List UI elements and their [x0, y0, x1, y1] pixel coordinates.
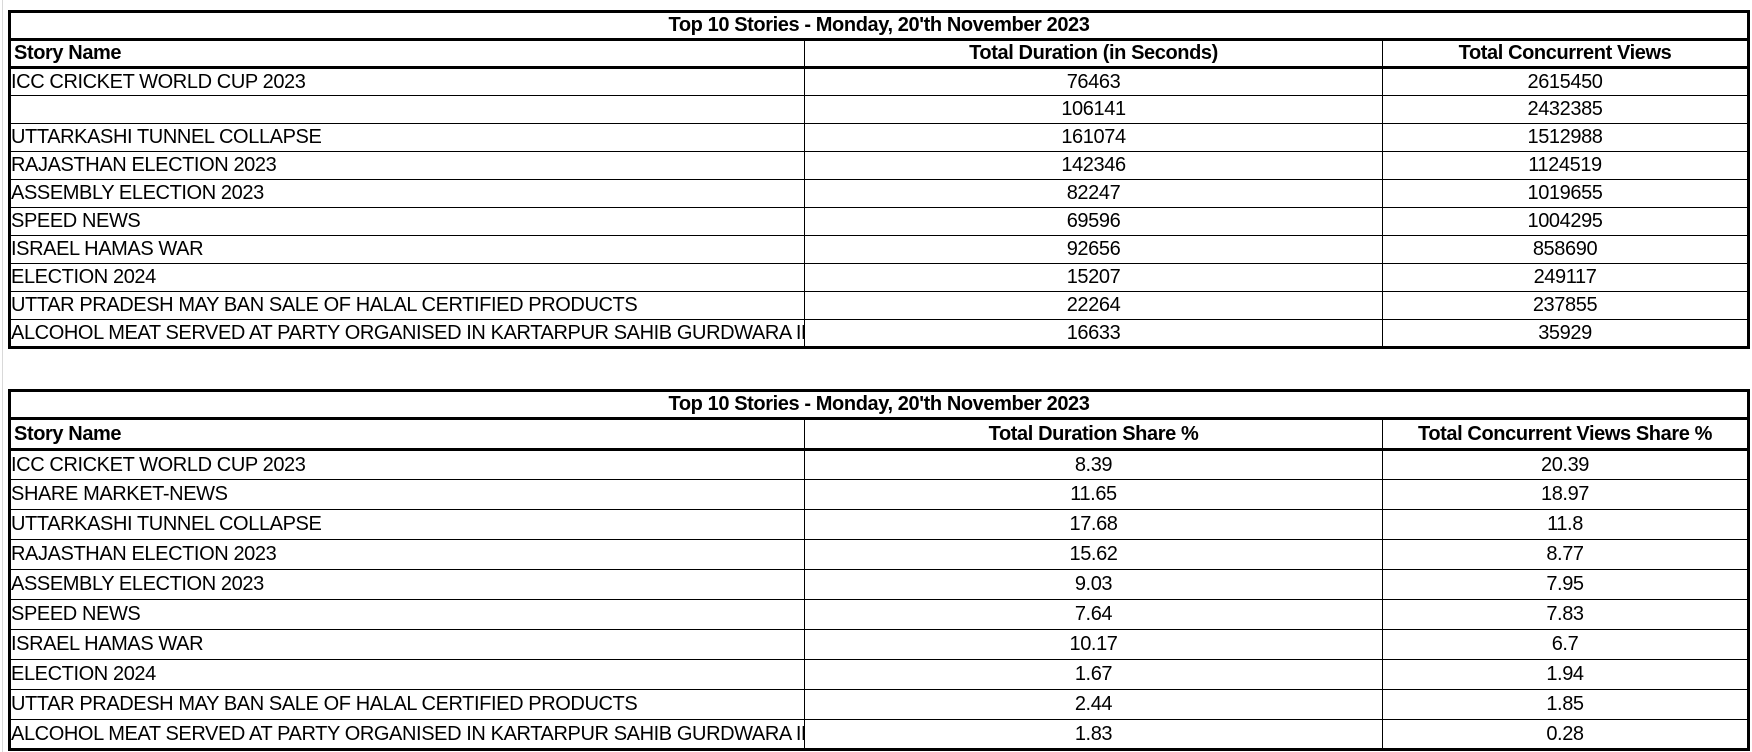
table-row: UTTAR PRADESH MAY BAN SALE OF HALAL CERT… [9, 291, 1749, 320]
col-header-story-name: Story Name [9, 418, 805, 451]
table-row: 106141 2432385 [9, 95, 1749, 124]
duration-cell: 92656 [804, 235, 1383, 264]
duration-share-cell: 9.03 [804, 569, 1383, 600]
views-share-cell: 7.83 [1382, 599, 1749, 630]
story-name-cell: RAJASTHAN ELECTION 2023 [9, 151, 805, 180]
duration-share-cell: 15.62 [804, 539, 1383, 570]
duration-share-cell: 2.44 [804, 689, 1383, 720]
col-header-total-concurrent-views: Total Concurrent Views [1382, 39, 1749, 69]
story-name-cell: ISRAEL HAMAS WAR [9, 235, 805, 264]
views-share-cell: 8.77 [1382, 539, 1749, 570]
duration-cell: 22264 [804, 291, 1383, 320]
views-cell: 35929 [1382, 319, 1749, 348]
views-share-cell: 6.7 [1382, 629, 1749, 660]
duration-share-cell: 8.39 [804, 449, 1383, 480]
story-name-cell [9, 95, 805, 124]
views-cell: 1124519 [1382, 151, 1749, 180]
table-row: ELECTION 2024 1.67 1.94 [9, 659, 1749, 690]
duration-share-cell: 1.67 [804, 659, 1383, 690]
table-title: Top 10 Stories - Monday, 20'th November … [9, 390, 1749, 420]
duration-cell: 76463 [804, 67, 1383, 96]
table-title-row: Top 10 Stories - Monday, 20'th November … [9, 11, 1749, 41]
table-row: RAJASTHAN ELECTION 2023 15.62 8.77 [9, 539, 1749, 570]
views-cell: 858690 [1382, 235, 1749, 264]
story-name-cell: ICC CRICKET WORLD CUP 2023 [9, 67, 805, 96]
table-row: ISRAEL HAMAS WAR 92656 858690 [9, 235, 1749, 264]
col-header-total-concurrent-views-share: Total Concurrent Views Share % [1382, 418, 1749, 451]
views-cell: 1512988 [1382, 123, 1749, 152]
views-cell: 2432385 [1382, 95, 1749, 124]
views-share-cell: 0.28 [1382, 719, 1749, 750]
table-row: ALCOHOL MEAT SERVED AT PARTY ORGANISED I… [9, 319, 1749, 348]
duration-share-cell: 1.83 [804, 719, 1383, 750]
table-row: ISRAEL HAMAS WAR 10.17 6.7 [9, 629, 1749, 660]
story-name-cell: UTTARKASHI TUNNEL COLLAPSE [9, 509, 805, 540]
views-share-cell: 11.8 [1382, 509, 1749, 540]
table-row: UTTAR PRADESH MAY BAN SALE OF HALAL CERT… [9, 689, 1749, 720]
story-name-cell: UTTARKASHI TUNNEL COLLAPSE [9, 123, 805, 152]
story-name-cell: ELECTION 2024 [9, 659, 805, 690]
duration-share-cell: 7.64 [804, 599, 1383, 630]
story-name-cell: ALCOHOL MEAT SERVED AT PARTY ORGANISED I… [9, 319, 805, 348]
table-title-row: Top 10 Stories - Monday, 20'th November … [9, 390, 1749, 420]
col-header-story-name: Story Name [9, 39, 805, 69]
duration-cell: 16633 [804, 319, 1383, 348]
duration-share-cell: 11.65 [804, 479, 1383, 510]
table-row: UTTARKASHI TUNNEL COLLAPSE 161074 151298… [9, 123, 1749, 152]
story-name-cell: UTTAR PRADESH MAY BAN SALE OF HALAL CERT… [9, 291, 805, 320]
table-row: ELECTION 2024 15207 249117 [9, 263, 1749, 292]
duration-cell: 15207 [804, 263, 1383, 292]
table-row: SPEED NEWS 7.64 7.83 [9, 599, 1749, 630]
story-name-cell: ICC CRICKET WORLD CUP 2023 [9, 449, 805, 480]
col-header-total-duration-share: Total Duration Share % [804, 418, 1383, 451]
story-name-cell: ASSEMBLY ELECTION 2023 [9, 569, 805, 600]
table-row: ALCOHOL MEAT SERVED AT PARTY ORGANISED I… [9, 719, 1749, 750]
duration-cell: 142346 [804, 151, 1383, 180]
table-row: ICC CRICKET WORLD CUP 2023 76463 2615450 [9, 67, 1749, 96]
table-row: ICC CRICKET WORLD CUP 2023 8.39 20.39 [9, 449, 1749, 480]
views-cell: 1004295 [1382, 207, 1749, 236]
duration-cell: 82247 [804, 179, 1383, 208]
duration-cell: 161074 [804, 123, 1383, 152]
col-header-total-duration-seconds: Total Duration (in Seconds) [804, 39, 1383, 69]
top-stories-share-table: Top 10 Stories - Monday, 20'th November … [8, 389, 1750, 751]
story-name-cell: ASSEMBLY ELECTION 2023 [9, 179, 805, 208]
views-share-cell: 1.94 [1382, 659, 1749, 690]
table-header-row: Story Name Total Duration Share % Total … [9, 418, 1749, 451]
views-cell: 249117 [1382, 263, 1749, 292]
table-title: Top 10 Stories - Monday, 20'th November … [9, 11, 1749, 41]
top-stories-counts-table: Top 10 Stories - Monday, 20'th November … [8, 10, 1750, 349]
views-share-cell: 1.85 [1382, 689, 1749, 720]
views-cell: 2615450 [1382, 67, 1749, 96]
table-row: SHARE MARKET-NEWS 11.65 18.97 [9, 479, 1749, 510]
duration-cell: 69596 [804, 207, 1383, 236]
table-row: ASSEMBLY ELECTION 2023 9.03 7.95 [9, 569, 1749, 600]
table-row: RAJASTHAN ELECTION 2023 142346 1124519 [9, 151, 1749, 180]
views-cell: 237855 [1382, 291, 1749, 320]
table-row: UTTARKASHI TUNNEL COLLAPSE 17.68 11.8 [9, 509, 1749, 540]
story-name-cell: RAJASTHAN ELECTION 2023 [9, 539, 805, 570]
views-share-cell: 18.97 [1382, 479, 1749, 510]
views-cell: 1019655 [1382, 179, 1749, 208]
story-name-cell: SPEED NEWS [9, 207, 805, 236]
duration-cell: 106141 [804, 95, 1383, 124]
sheet-gridline [2, 0, 3, 752]
story-name-cell: ALCOHOL MEAT SERVED AT PARTY ORGANISED I… [9, 719, 805, 750]
table-row: SPEED NEWS 69596 1004295 [9, 207, 1749, 236]
duration-share-cell: 17.68 [804, 509, 1383, 540]
story-name-cell: UTTAR PRADESH MAY BAN SALE OF HALAL CERT… [9, 689, 805, 720]
story-name-cell: SPEED NEWS [9, 599, 805, 630]
table-row: ASSEMBLY ELECTION 2023 82247 1019655 [9, 179, 1749, 208]
duration-share-cell: 10.17 [804, 629, 1383, 660]
story-name-cell: SHARE MARKET-NEWS [9, 479, 805, 510]
story-name-cell: ELECTION 2024 [9, 263, 805, 292]
story-name-cell: ISRAEL HAMAS WAR [9, 629, 805, 660]
table-header-row: Story Name Total Duration (in Seconds) T… [9, 39, 1749, 69]
views-share-cell: 7.95 [1382, 569, 1749, 600]
views-share-cell: 20.39 [1382, 449, 1749, 480]
